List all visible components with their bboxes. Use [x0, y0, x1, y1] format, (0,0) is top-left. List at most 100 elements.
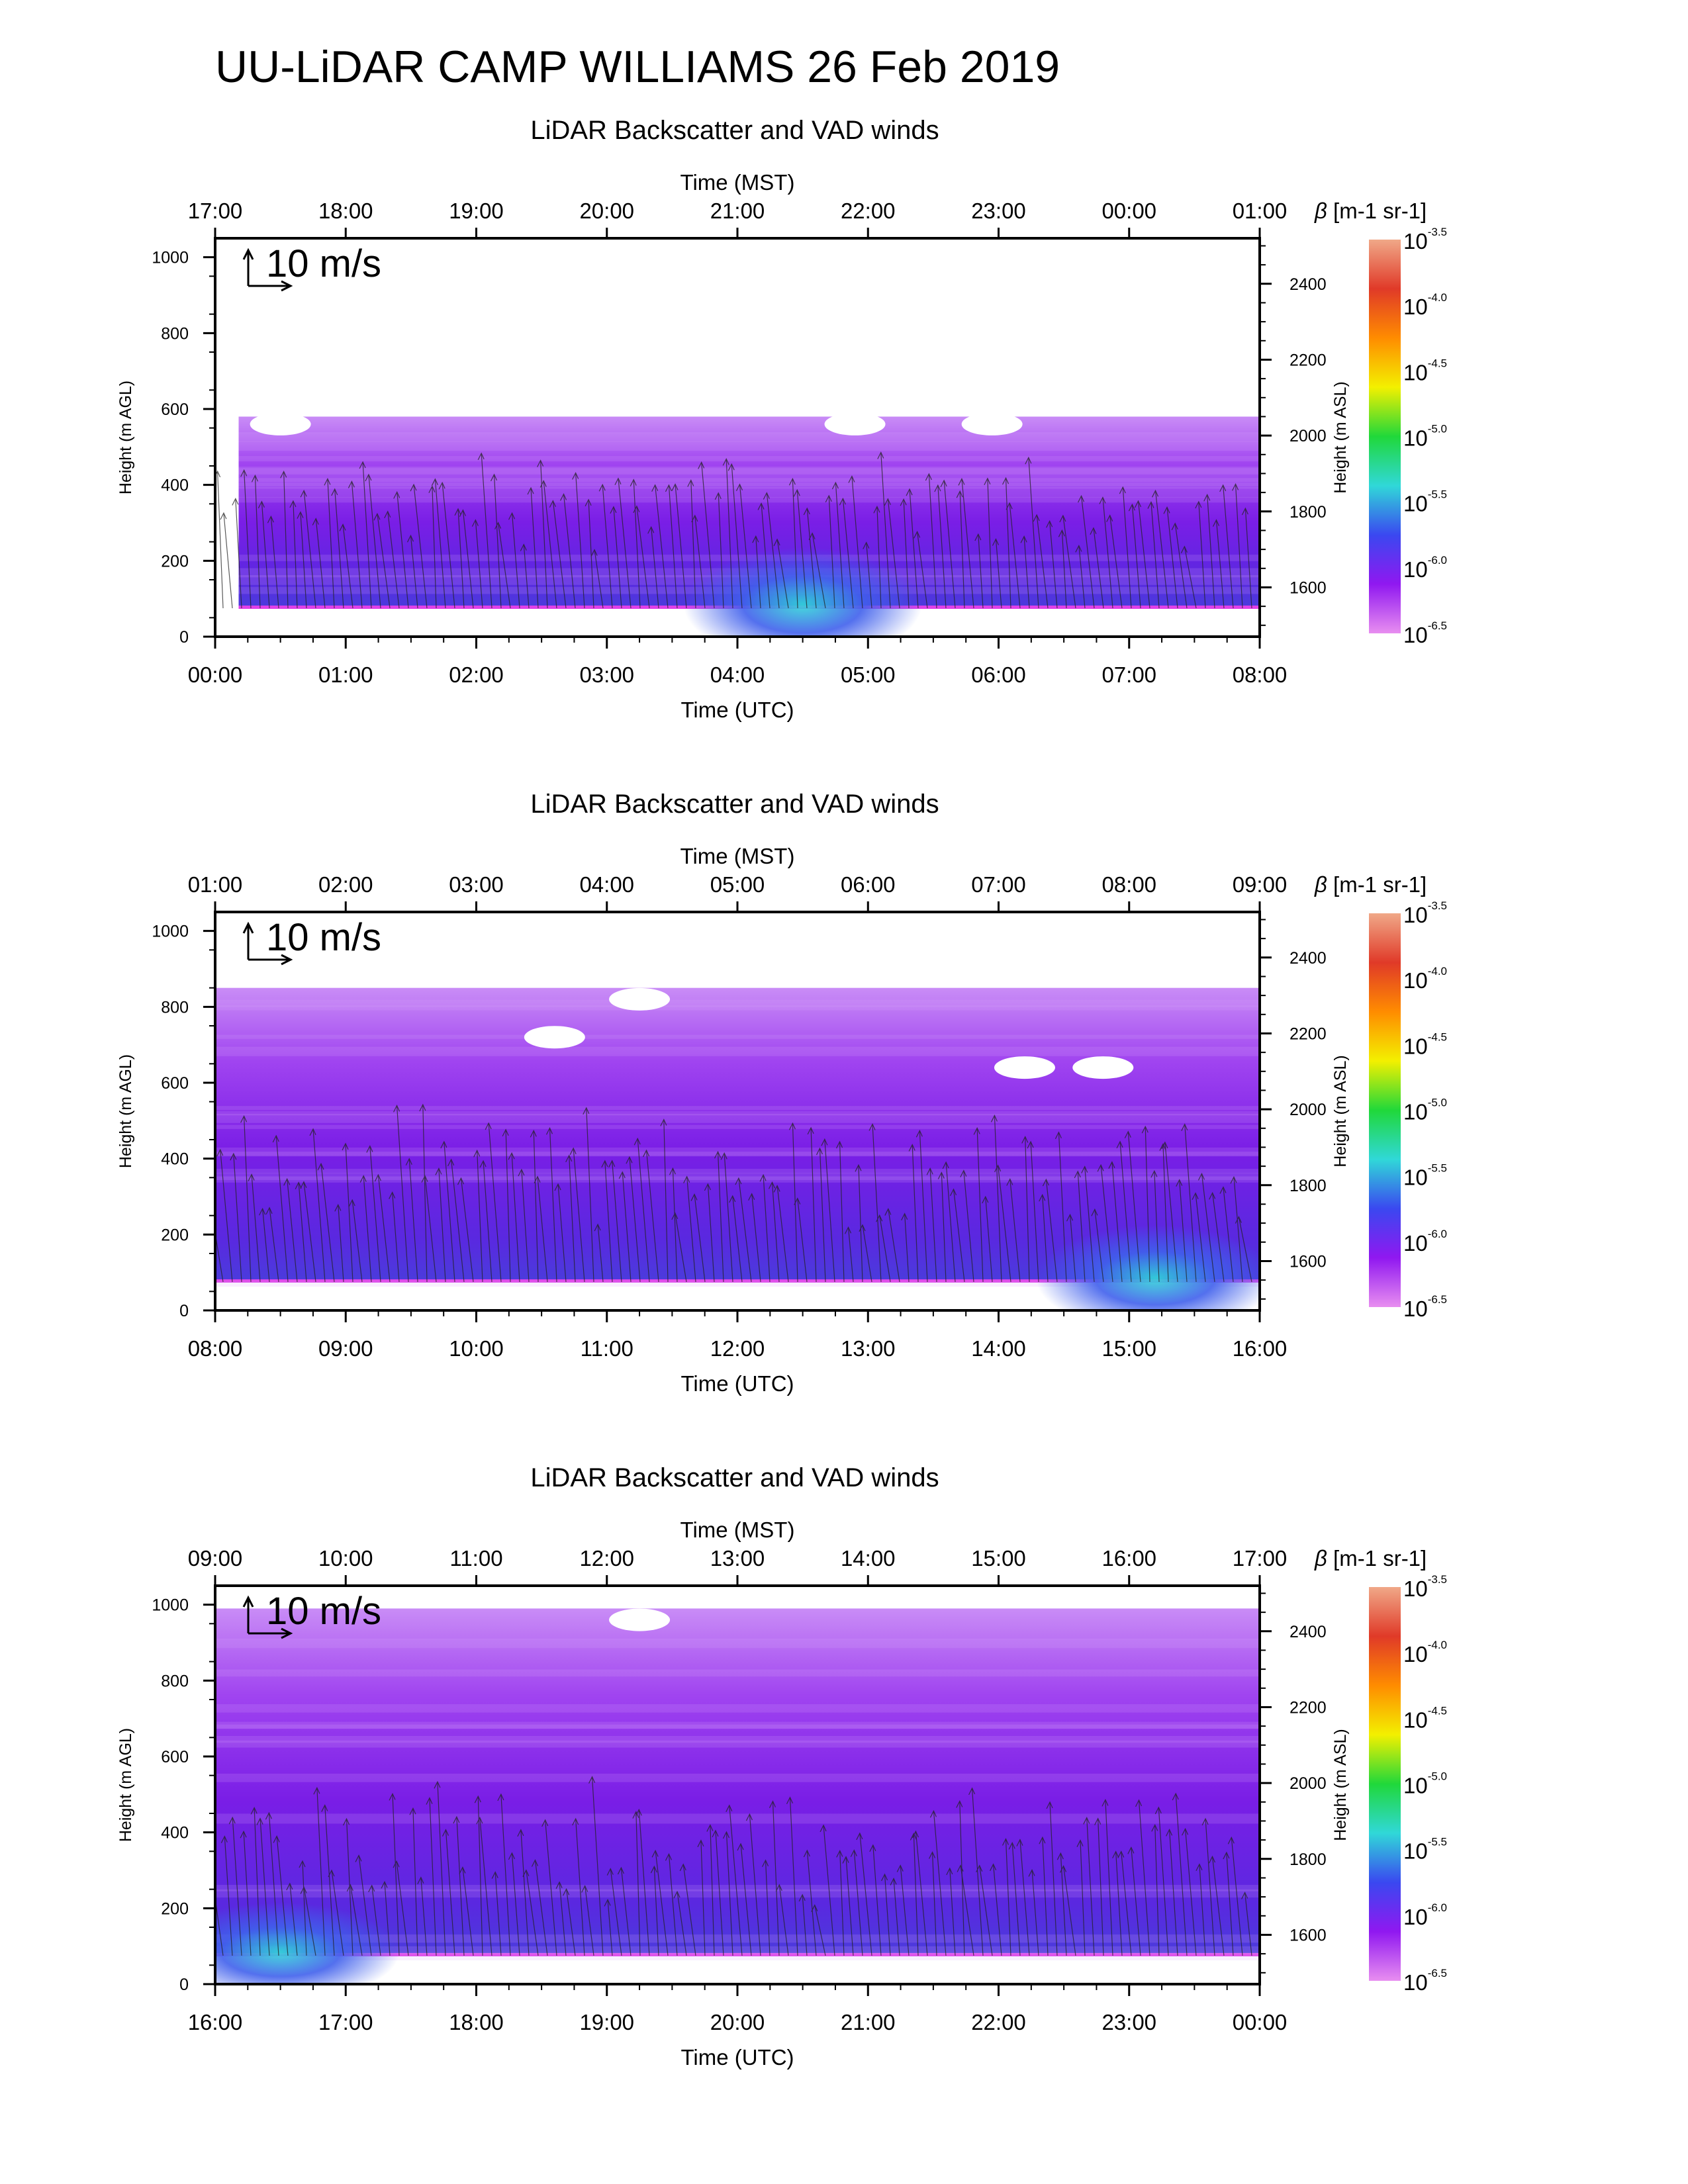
- x-axis-label: Time (UTC): [680, 698, 794, 722]
- wind-vector: [1150, 1169, 1160, 1283]
- surface-layer-band: [215, 1279, 1260, 1283]
- wind-vector: [1112, 1850, 1123, 1956]
- wind-vector: [518, 1168, 530, 1283]
- wind-vector: [786, 1796, 798, 1956]
- colorbar-tick-exponent: -6.5: [1428, 1293, 1447, 1306]
- x-tick-label: 10:00: [449, 1336, 504, 1361]
- wind-vector: [811, 1904, 826, 1956]
- wind-vector: [1197, 1173, 1215, 1283]
- wind-vector: [1119, 486, 1132, 609]
- scale-arrow-path: [242, 1595, 293, 1639]
- wind-vector: [836, 1140, 845, 1283]
- wind-vector: [831, 481, 845, 609]
- y-axis-label: Height (m AGL): [117, 381, 135, 494]
- wind-vector: [934, 484, 947, 609]
- x-axis-label: Time (UTC): [680, 1371, 794, 1396]
- wind-vector: [798, 1893, 808, 1956]
- wind-vector: [1141, 1125, 1150, 1283]
- wind-vector: [704, 1183, 715, 1283]
- wind-vector: [348, 1199, 363, 1283]
- colorbar-label: β [m-1 sr-1]: [1314, 199, 1427, 223]
- wind-vector: [1219, 484, 1234, 609]
- top-axis-label: Time (MST): [680, 170, 795, 195]
- wind-vector: [494, 522, 511, 609]
- top-x-tick-label: 17:00: [188, 199, 243, 223]
- wind-vector: [896, 1864, 910, 1956]
- wind-vector: [1181, 1123, 1197, 1283]
- wind-vector: [1108, 1161, 1123, 1283]
- chart-title: LiDAR Backscatter and VAD winds: [530, 790, 939, 819]
- wind-vector: [1058, 529, 1067, 609]
- top-axis-label: Time (MST): [680, 1518, 795, 1542]
- wind-vector: [956, 490, 965, 609]
- wind-vector: [906, 488, 919, 609]
- y-tick-label: 800: [161, 998, 189, 1017]
- wind-vector: [339, 523, 353, 609]
- wind-vector: [283, 1177, 298, 1283]
- colorbar-tick-base: 10: [1403, 492, 1428, 516]
- backscatter-field: [215, 987, 1260, 1310]
- top-x-tick-label: 14:00: [841, 1546, 896, 1570]
- wind-vector: [265, 1206, 279, 1283]
- x-tick-label: 08:00: [1233, 662, 1288, 687]
- wind-vector: [265, 1811, 279, 1956]
- chart-panel-1: LiDAR Backscatter and VAD winds Time (MST…: [117, 116, 1447, 722]
- wind-vector: [1002, 477, 1011, 609]
- clear-air-gap: [994, 1056, 1055, 1079]
- wind-vector: [215, 1895, 224, 1956]
- colorbar-tick-base: 10: [1403, 1642, 1428, 1666]
- y-tick-label: 400: [161, 1824, 189, 1843]
- wind-vector: [1208, 1855, 1225, 1956]
- clear-air-gap: [609, 1608, 671, 1631]
- colorbar-tick-base: 10: [1403, 1297, 1428, 1321]
- wind-vector: [1097, 1163, 1113, 1283]
- wind-vector: [647, 525, 659, 609]
- wind-vector: [256, 1817, 270, 1956]
- wind-vector: [1002, 1838, 1011, 1956]
- y-tick-label: 0: [179, 628, 189, 647]
- wind-vector: [877, 451, 891, 609]
- wind-vector: [1117, 1850, 1132, 1956]
- wind-vector: [273, 1835, 289, 1956]
- wind-vector: [1027, 1140, 1039, 1283]
- backscatter-band: [215, 1124, 1260, 1129]
- wind-vector: [855, 1163, 863, 1283]
- top-x-tick-label: 06:00: [841, 872, 896, 897]
- wind-vector: [259, 1207, 270, 1283]
- x-tick-label: 05:00: [841, 662, 896, 687]
- wind-vector: [365, 473, 381, 609]
- colorbar-tick-exponent: -6.0: [1428, 1901, 1447, 1914]
- vector-scale-label: 10 m/s: [266, 1590, 381, 1633]
- top-x-tick-label: 22:00: [841, 199, 896, 223]
- wind-vector: [426, 1797, 437, 1956]
- right-y-tick-label: 1800: [1289, 503, 1327, 522]
- colorbar-tick-exponent: -6.5: [1428, 1967, 1447, 1979]
- wind-vector: [517, 1829, 530, 1956]
- right-y-tick-label: 1600: [1289, 1252, 1327, 1271]
- top-x-tick-label: 09:00: [1233, 872, 1288, 897]
- enhanced-backscatter-region: [215, 1902, 400, 1984]
- colorbar-tick-label: 10-6.0: [1403, 554, 1447, 582]
- wind-vector: [434, 1780, 446, 1956]
- wind-vector: [940, 479, 956, 609]
- wind-vector: [726, 1804, 743, 1956]
- wind-vector: [346, 1884, 363, 1956]
- wind-vector: [479, 1160, 492, 1283]
- wind-vector: [690, 1193, 706, 1283]
- wind-vector: [1232, 482, 1243, 609]
- wind-vector: [442, 1829, 455, 1956]
- backscatter-band: [215, 1952, 1260, 1961]
- backscatter-field: [238, 412, 1260, 637]
- wind-vector: [1235, 1216, 1252, 1283]
- wind-vector: [984, 477, 993, 609]
- wind-vector: [1066, 1213, 1076, 1283]
- wind-vector: [531, 1859, 548, 1956]
- wind-vector: [563, 1888, 576, 1956]
- wind-vector: [508, 1852, 520, 1956]
- wind-vector: [850, 1849, 863, 1956]
- wind-vector: [216, 1148, 233, 1283]
- colorbar-tick-base: 10: [1403, 968, 1428, 993]
- surface-layer-band: [215, 1953, 1260, 1956]
- y-tick-label: 400: [161, 477, 189, 495]
- right-y-tick-label: 2000: [1289, 1774, 1327, 1793]
